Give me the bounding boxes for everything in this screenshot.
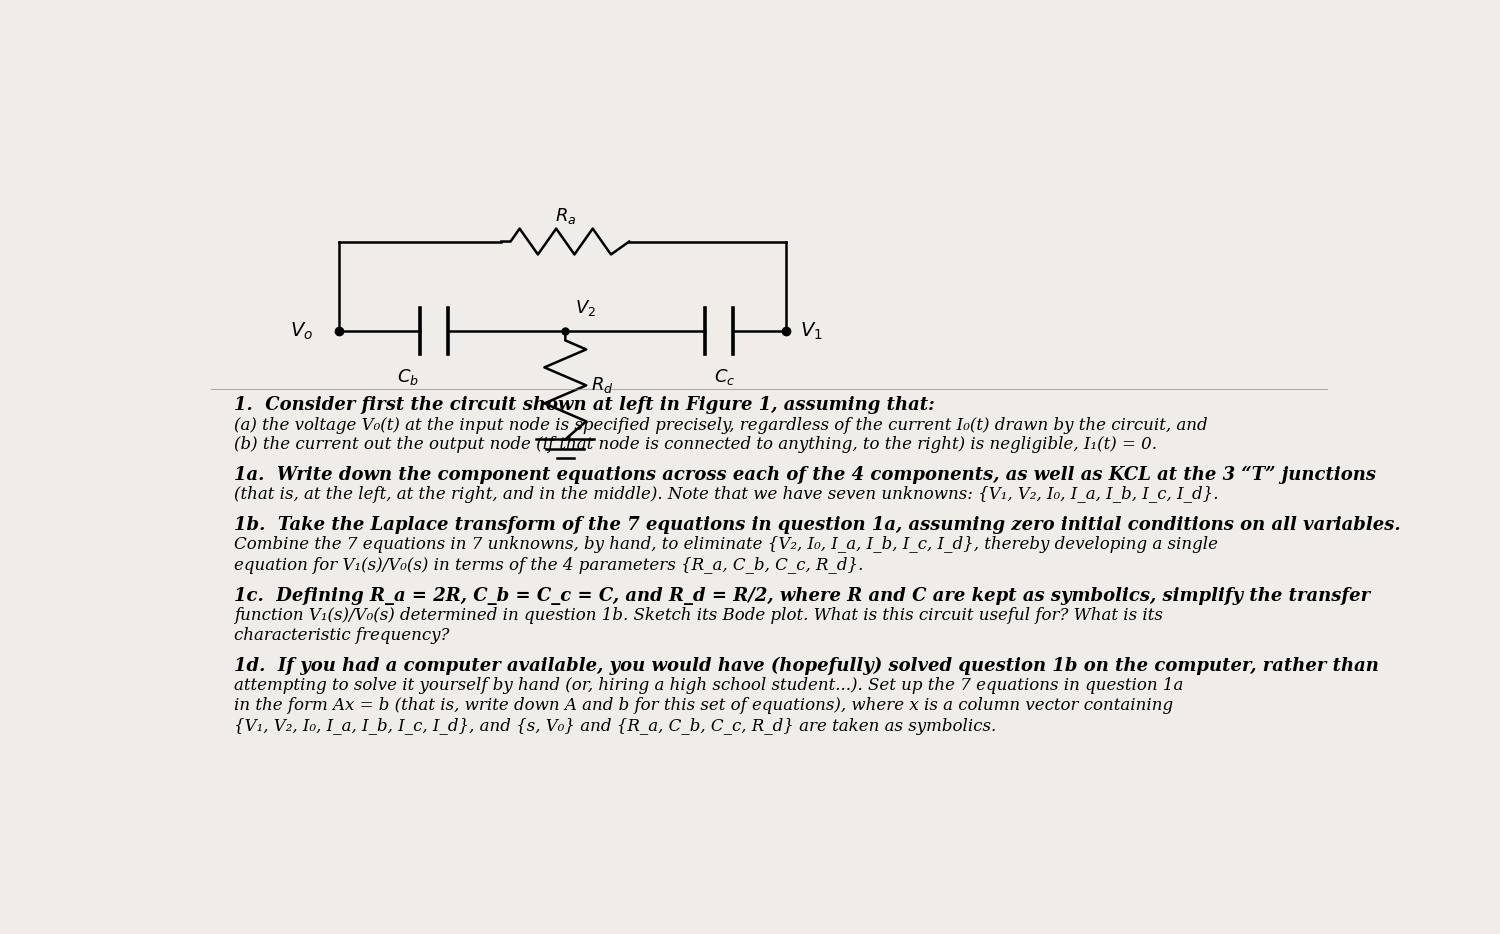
Text: function V₁(s)/V₀(s) determined in question 1b. Sketch its Bode plot. What is th: function V₁(s)/V₀(s) determined in quest… bbox=[234, 607, 1162, 624]
Text: 1c.  Defining R_a = 2R, C_b = C_c = C, and R_d = R/2, where R and C are kept as : 1c. Defining R_a = 2R, C_b = C_c = C, an… bbox=[234, 587, 1370, 604]
Text: 1a.  Write down the component equations across each of the 4 components, as well: 1a. Write down the component equations a… bbox=[234, 466, 1376, 484]
Text: (that is, at the left, at the right, and in the middle). Note that we have seven: (that is, at the left, at the right, and… bbox=[234, 486, 1218, 503]
Text: attempting to solve it yourself by hand (or, hiring a high school student...). S: attempting to solve it yourself by hand … bbox=[234, 677, 1184, 694]
Text: $V_2$: $V_2$ bbox=[574, 299, 596, 318]
Text: 1d.  If you had a computer available, you would have (hopefully) solved question: 1d. If you had a computer available, you… bbox=[234, 658, 1378, 675]
Text: $R_d$: $R_d$ bbox=[591, 375, 613, 395]
Text: 1b.  Take the Laplace transform of the 7 equations in question 1a, assuming zero: 1b. Take the Laplace transform of the 7 … bbox=[234, 517, 1401, 534]
Text: equation for V₁(s)/V₀(s) in terms of the 4 parameters {R_a, C_b, C_c, R_d}.: equation for V₁(s)/V₀(s) in terms of the… bbox=[234, 557, 864, 573]
Text: Combine the 7 equations in 7 unknowns, by hand, to eliminate {V₂, I₀, I_a, I_b, : Combine the 7 equations in 7 unknowns, b… bbox=[234, 536, 1218, 554]
Text: in the form Ax = b (that is, write down A and b for this set of equations), wher: in the form Ax = b (that is, write down … bbox=[234, 698, 1173, 715]
Text: $C_b$: $C_b$ bbox=[398, 367, 420, 388]
Text: $V_o$: $V_o$ bbox=[290, 320, 314, 342]
Text: {V₁, V₂, I₀, I_a, I_b, I_c, I_d}, and {s, V₀} and {R_a, C_b, C_c, R_d} are taken: {V₁, V₂, I₀, I_a, I_b, I_c, I_d}, and {s… bbox=[234, 717, 996, 735]
Text: (a) the voltage V₀(t) at the input node is specified precisely, regardless of th: (a) the voltage V₀(t) at the input node … bbox=[234, 417, 1208, 434]
Text: $C_c$: $C_c$ bbox=[714, 367, 735, 388]
Text: $R_a$: $R_a$ bbox=[555, 205, 576, 226]
Text: characteristic frequency?: characteristic frequency? bbox=[234, 627, 450, 644]
Text: (b) the current out the output node (if that node is connected to anything, to t: (b) the current out the output node (if … bbox=[234, 435, 1156, 453]
Text: $V_1$: $V_1$ bbox=[800, 320, 824, 342]
Text: 1.  Consider first the circuit shown at left in Figure 1, assuming that:: 1. Consider first the circuit shown at l… bbox=[234, 396, 934, 414]
